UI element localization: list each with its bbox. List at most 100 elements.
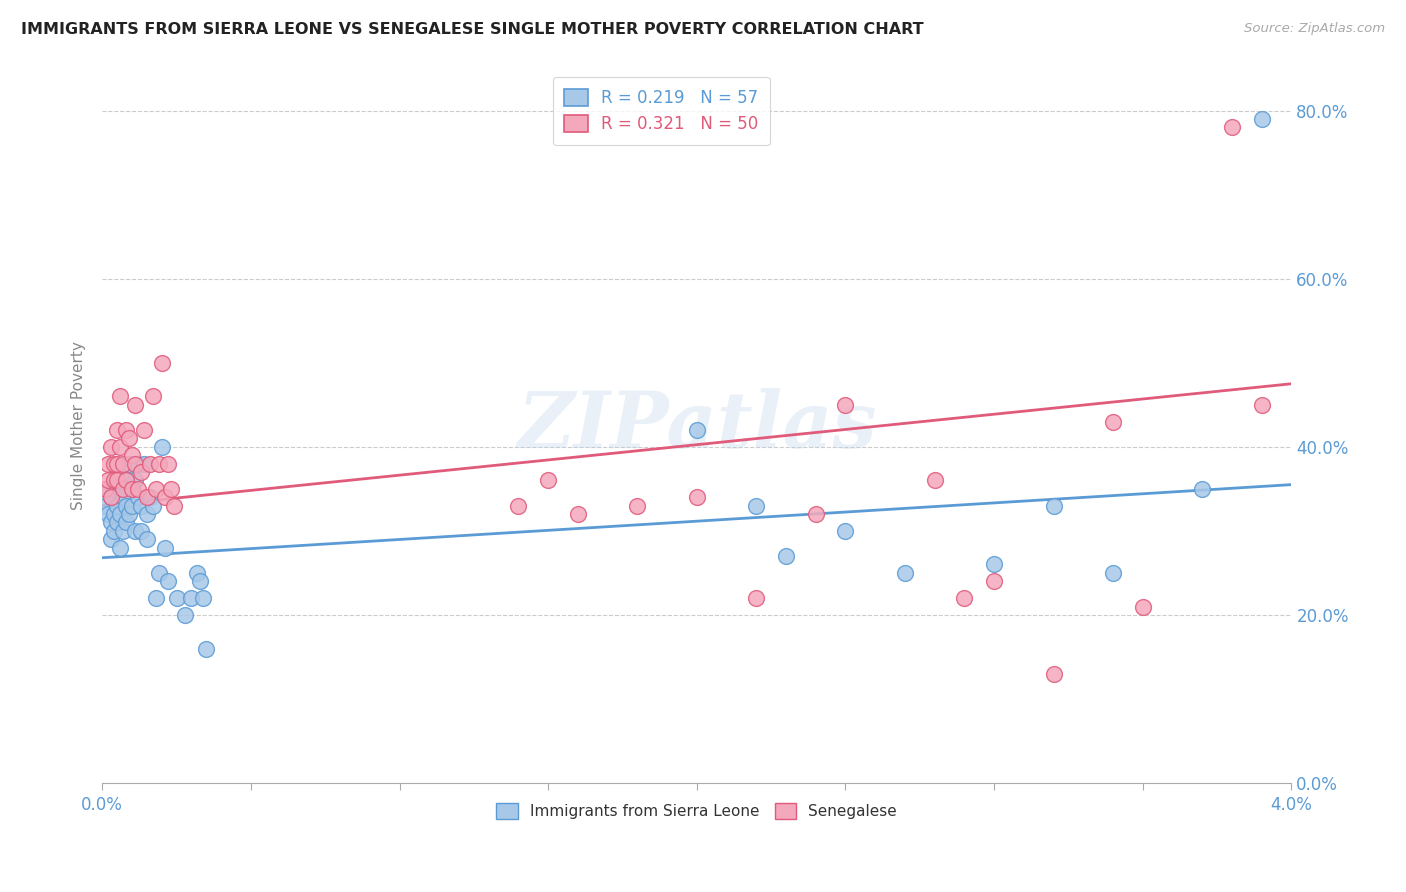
Point (132, 423, 155, 437)
Point (129, 524, 152, 538)
Point (127, 490, 149, 504)
Point (121, 482, 143, 496)
Point (97, 474, 120, 488)
Point (94, 482, 117, 496)
Point (775, 549, 797, 563)
Point (115, 423, 138, 437)
Point (188, 574, 211, 589)
Point (108, 389, 131, 403)
Point (105, 457, 128, 471)
Point (100, 516, 122, 530)
Point (174, 607, 197, 622)
Point (156, 574, 179, 589)
Point (111, 482, 134, 496)
Point (111, 524, 134, 538)
Point (108, 482, 131, 496)
Point (139, 457, 162, 471)
Point (115, 474, 138, 488)
Point (124, 398, 146, 412)
Point (159, 482, 181, 496)
Y-axis label: Single Mother Poverty: Single Mother Poverty (72, 342, 86, 510)
Point (100, 440, 122, 454)
Point (118, 431, 141, 445)
Point (537, 474, 560, 488)
Point (150, 356, 173, 370)
Point (166, 591, 188, 606)
Point (135, 490, 157, 504)
Point (195, 641, 218, 656)
Point (142, 389, 165, 403)
Point (121, 499, 143, 513)
Point (1042, 666, 1064, 681)
Point (1250, 398, 1272, 412)
Point (1191, 482, 1213, 496)
Point (118, 507, 141, 521)
Point (124, 474, 146, 488)
Point (508, 499, 530, 513)
Point (105, 516, 128, 530)
Point (103, 457, 125, 471)
Point (115, 516, 138, 530)
Point (135, 533, 157, 547)
Point (145, 482, 167, 496)
Point (105, 423, 128, 437)
Point (121, 482, 143, 496)
Point (1102, 566, 1125, 580)
Point (105, 474, 128, 488)
Point (186, 566, 208, 580)
Point (103, 524, 125, 538)
Point (834, 398, 856, 412)
Point (132, 457, 155, 471)
Point (686, 423, 709, 437)
Point (127, 482, 149, 496)
Point (804, 507, 827, 521)
Point (894, 566, 917, 580)
Point (100, 533, 122, 547)
Point (97, 457, 120, 471)
Point (145, 591, 167, 606)
Point (129, 465, 152, 479)
Point (1042, 499, 1064, 513)
Point (156, 457, 179, 471)
Point (924, 474, 946, 488)
Point (115, 499, 138, 513)
Text: ZIPatlas: ZIPatlas (517, 387, 876, 464)
Point (153, 490, 176, 504)
Point (105, 465, 128, 479)
Point (121, 448, 143, 462)
Point (111, 490, 134, 504)
Point (94, 499, 117, 513)
Point (100, 490, 122, 504)
Point (148, 566, 170, 580)
Point (115, 474, 138, 488)
Point (983, 558, 1005, 572)
Point (1132, 599, 1154, 614)
Point (124, 524, 146, 538)
Point (97, 482, 120, 496)
Point (127, 457, 149, 471)
Point (745, 591, 768, 606)
Point (97, 507, 120, 521)
Point (1220, 120, 1243, 135)
Point (103, 474, 125, 488)
Point (103, 482, 125, 496)
Point (148, 457, 170, 471)
Point (129, 499, 152, 513)
Point (135, 507, 157, 521)
Point (108, 541, 131, 555)
Point (193, 591, 215, 606)
Point (983, 574, 1005, 589)
Point (103, 507, 125, 521)
Text: Source: ZipAtlas.com: Source: ZipAtlas.com (1244, 22, 1385, 36)
Point (105, 499, 128, 513)
Point (139, 490, 162, 504)
Point (626, 499, 648, 513)
Point (834, 524, 856, 538)
Point (142, 499, 165, 513)
Point (1250, 112, 1272, 126)
Point (150, 440, 173, 454)
Point (111, 457, 134, 471)
Point (108, 440, 131, 454)
Point (153, 541, 176, 555)
Legend: Immigrants from Sierra Leone, Senegalese: Immigrants from Sierra Leone, Senegalese (491, 797, 903, 825)
